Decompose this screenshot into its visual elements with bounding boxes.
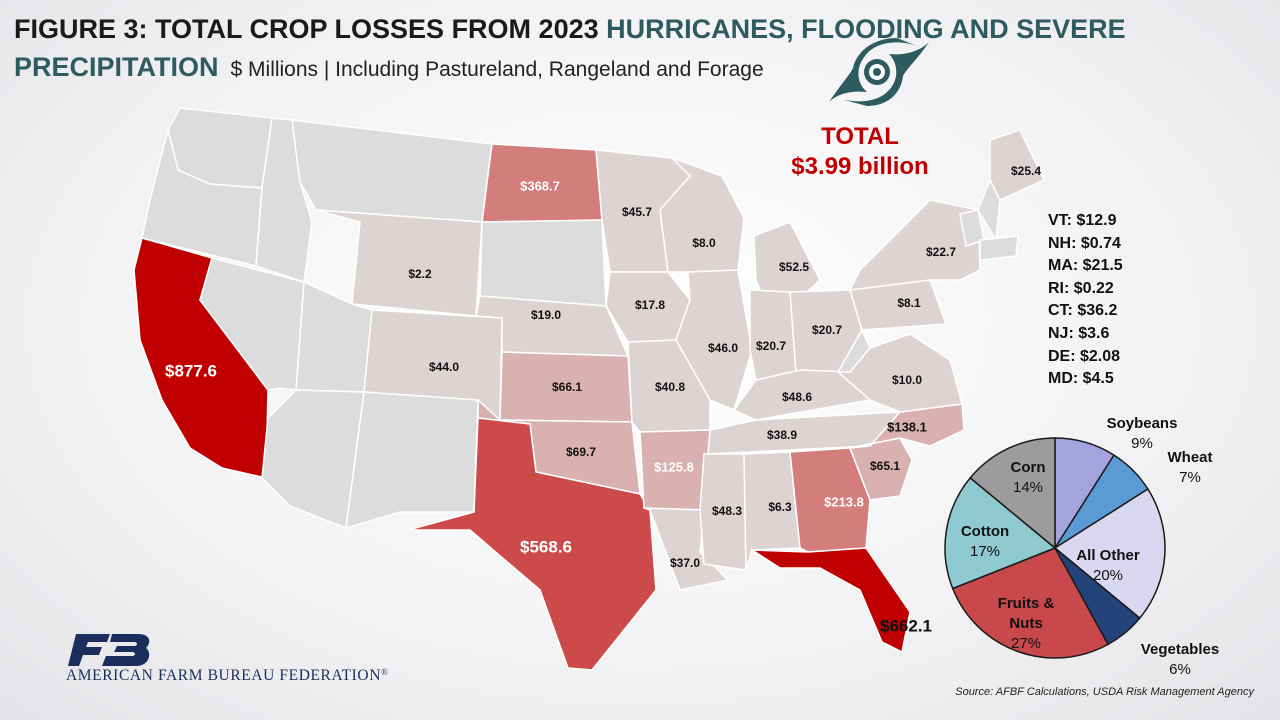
state-ms (699, 453, 747, 571)
state-value-label: $125.8 (654, 459, 694, 474)
state-value-label: $568.6 (520, 537, 572, 556)
state-value-label: $38.9 (767, 428, 797, 442)
state-value-label: $20.7 (756, 339, 786, 353)
state-value-label: $19.0 (531, 308, 561, 322)
total-label: TOTAL (821, 123, 899, 150)
state-shapes (133, 107, 1046, 671)
source-note: Source: AFBF Calculations, USDA Risk Man… (955, 686, 1254, 698)
state-value-label: $52.5 (779, 260, 809, 274)
state-value-label: $6.3 (768, 500, 792, 514)
state-value-label: $877.6 (165, 361, 217, 380)
ne-state-value: NJ: $3.6 (1048, 324, 1110, 342)
state-value-label: $2.2 (408, 267, 432, 281)
ne-state-value: DE: $2.08 (1048, 347, 1121, 365)
pie-slice-label: Wheat 7% (1168, 449, 1213, 486)
state-value-label: $66.1 (552, 380, 582, 394)
state-value-label: $48.3 (712, 504, 742, 518)
total-value: $3.99 billion (791, 153, 929, 180)
state-value-label: $40.8 (655, 380, 685, 394)
org-name-text: AMERICAN FARM BUREAU FEDERATION (66, 667, 381, 684)
state-value-label: $22.7 (926, 245, 956, 259)
pie-slice-label: Cotton 17% (961, 523, 1009, 560)
state-value-label: $20.7 (812, 323, 842, 337)
state-value-label: $8.1 (897, 296, 921, 310)
fb-logo (68, 634, 150, 666)
state-value-labels: $877.6 $2.2 $44.0 $368.7 $19.0 $66.1 $69.7 $568… (165, 164, 1041, 635)
state-value-label: $17.8 (635, 298, 665, 312)
state-wy (315, 209, 483, 317)
state-value-label: $25.4 (1011, 164, 1041, 178)
state-in (749, 289, 797, 381)
state-value-label: $65.1 (870, 459, 900, 473)
pie-slice-label: Soybeans 9% (1107, 415, 1178, 452)
chart-title: FIGURE 3: TOTAL CROP LOSSES FROM 2023 HU… (14, 10, 1174, 89)
ne-state-value: VT: $12.9 (1048, 212, 1117, 229)
title-prefix: FIGURE 3: TOTAL CROP LOSSES FROM 2023 (14, 14, 607, 44)
state-value-label: $10.0 (892, 373, 922, 387)
state-value-label: $46.0 (708, 341, 738, 355)
state-value-label: $8.0 (692, 236, 716, 250)
state-nm (345, 391, 479, 530)
pie-slice-label: Vegetables 6% (1141, 641, 1219, 678)
state-fl (749, 547, 911, 654)
state-value-label: $662.1 (880, 616, 932, 635)
pie-slice (944, 476, 1057, 590)
pie-slice (951, 547, 1110, 659)
title-highlight: HURRICANES, FLOODING AND SEVERE PRECIPIT… (14, 14, 1126, 82)
total-box: TOTAL $3.99 billion (760, 122, 960, 182)
pie-slice (969, 437, 1056, 550)
state-value-label: $368.7 (520, 178, 560, 193)
pie-slice-label: Fruits & Nuts 27% (998, 595, 1055, 652)
state-va (836, 333, 963, 413)
registered-mark: ® (380, 667, 389, 677)
state-nh (977, 178, 1001, 243)
pie-chart: Soybeans 9%Wheat 7% All Other 20% Vegetables 6… (944, 415, 1219, 678)
ne-state-value: MA: $21.5 (1048, 257, 1123, 275)
northeast-values-list: VT: $12.9 NH: $0.74 MA: $21.5 RI: $0.22 … (1048, 210, 1123, 391)
state-value-label: $37.0 (670, 556, 700, 570)
org-name: AMERICAN FARM BUREAU FEDERATION® (66, 667, 388, 685)
state-value-label: $45.7 (622, 205, 652, 219)
state-value-label: $69.7 (566, 445, 596, 459)
state-ny (848, 199, 981, 291)
pie-slice-label: Corn 14% (1011, 459, 1046, 496)
state-tx (407, 417, 657, 671)
state-wv (836, 328, 871, 373)
state-al (743, 451, 801, 571)
state-value-label: $213.8 (824, 494, 864, 509)
state-value-label: $44.0 (429, 360, 459, 374)
hurricane-icon (829, 38, 929, 106)
state-ma (979, 235, 1019, 261)
ne-state-value: NH: $0.74 (1048, 234, 1121, 252)
state-mt (291, 119, 493, 223)
state-sd (479, 219, 607, 307)
ne-state-value: MD: $4.5 (1048, 370, 1114, 388)
ne-state-value: CT: $36.2 (1048, 302, 1118, 320)
ne-state-value: RI: $0.22 (1048, 279, 1114, 297)
state-me (989, 129, 1046, 201)
pie-slice (1053, 488, 1166, 620)
state-value-label: $48.6 (782, 390, 812, 404)
pie-slice-label: All Other 20% (1076, 547, 1140, 584)
state-il (675, 269, 753, 412)
state-value-label: $138.1 (887, 419, 927, 434)
chart-subtitle: $ Millions | Including Pastureland, Rang… (230, 58, 764, 81)
